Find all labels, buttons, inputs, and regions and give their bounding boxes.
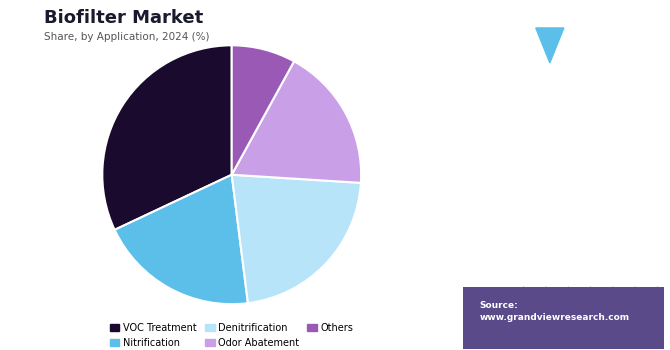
FancyBboxPatch shape xyxy=(488,28,524,63)
Legend: VOC Treatment, Nitrification, Denitrification, Odor Abatement, Others: VOC Treatment, Nitrification, Denitrific… xyxy=(106,319,358,350)
Text: Global Market Size,
2024: Global Market Size, 2024 xyxy=(510,203,618,226)
FancyBboxPatch shape xyxy=(464,287,664,349)
Wedge shape xyxy=(115,175,248,304)
Wedge shape xyxy=(232,45,294,175)
Text: Share, by Application, 2024 (%): Share, by Application, 2024 (%) xyxy=(44,32,210,42)
Wedge shape xyxy=(232,175,361,303)
Polygon shape xyxy=(536,28,564,63)
Text: GRAND VIEW RESEARCH: GRAND VIEW RESEARCH xyxy=(512,84,616,93)
FancyBboxPatch shape xyxy=(576,28,612,63)
Text: Biofilter Market: Biofilter Market xyxy=(44,9,203,27)
Wedge shape xyxy=(232,61,361,183)
FancyBboxPatch shape xyxy=(532,28,568,63)
Text: $2.4B: $2.4B xyxy=(515,132,613,161)
Wedge shape xyxy=(103,45,232,230)
Text: Source:
www.grandviewresearch.com: Source: www.grandviewresearch.com xyxy=(480,301,630,322)
